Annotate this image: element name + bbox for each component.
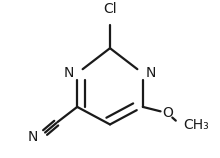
Text: N: N <box>64 66 74 80</box>
Text: CH₃: CH₃ <box>183 118 209 132</box>
Text: O: O <box>162 106 173 120</box>
Text: N: N <box>146 66 156 80</box>
Text: N: N <box>28 130 38 144</box>
Text: Cl: Cl <box>103 2 117 16</box>
